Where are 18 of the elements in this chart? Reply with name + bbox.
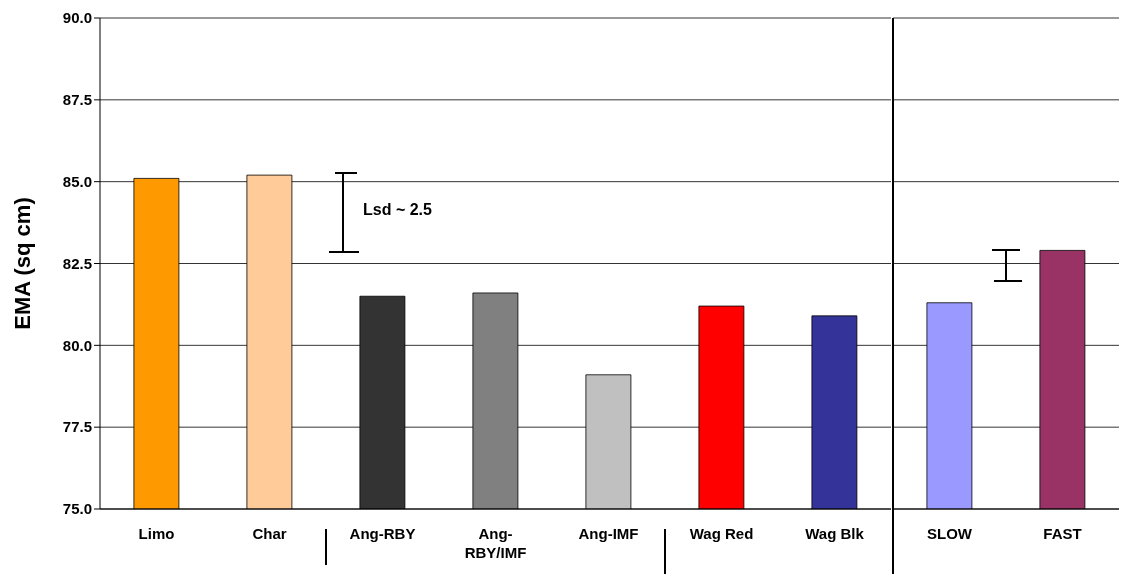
x-tick-label: FAST — [1043, 525, 1082, 542]
x-tick-label: SLOW — [927, 525, 973, 542]
x-tick-label: Wag Blk — [805, 525, 865, 542]
y-tick-label: 82.5 — [62, 254, 92, 272]
x-tick-label: Limo — [138, 525, 175, 542]
x-tick-label: Ang-RBY/IMF — [464, 525, 527, 561]
y-tick-label: 85.0 — [62, 172, 92, 190]
y-axis-title: EMA (sq cm) — [9, 197, 35, 330]
x-tick-label: Ang-IMF — [578, 525, 639, 542]
y-tick-label: 87.5 — [62, 91, 92, 109]
x-tick-label: Char — [252, 525, 287, 542]
annotation: Lsd ~ 2.5 — [363, 201, 433, 218]
y-tick-label: 80.0 — [62, 336, 92, 354]
x-tick-label: Ang-RBY — [349, 525, 416, 542]
y-tick-label: 77.5 — [62, 418, 92, 436]
y-tick-label: 75.0 — [62, 500, 92, 518]
x-tick-label: Wag Red — [689, 525, 754, 542]
y-tick-label: 90.0 — [62, 9, 92, 27]
